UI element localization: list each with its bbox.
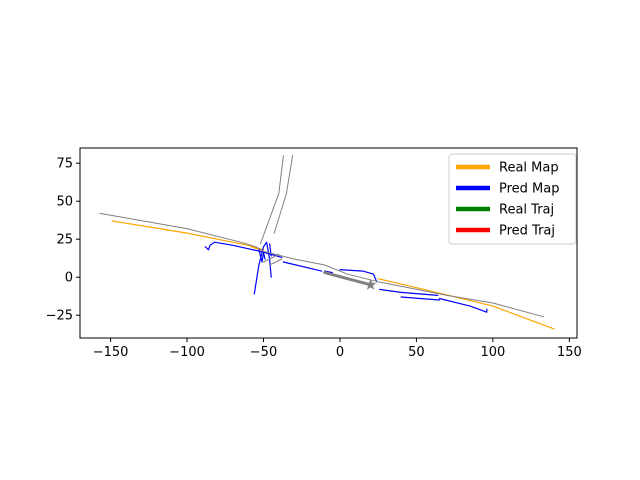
y-tick-label: 75 — [56, 157, 73, 172]
legend-box — [448, 153, 577, 245]
series-ego-segment-0 — [323, 271, 373, 287]
legend-label-real-traj: Real Traj — [499, 203, 554, 218]
x-tick-label: 0 — [336, 345, 344, 360]
series-pred-map-segment-3 — [269, 243, 272, 257]
series-boundary-segment-4 — [269, 258, 283, 266]
series-pred-map-segment-0 — [204, 241, 283, 258]
y-tick-label: 0 — [65, 271, 73, 286]
x-tick-label: −50 — [250, 345, 277, 360]
series-boundary-segment-2 — [273, 155, 294, 234]
legend-label-pred-traj: Pred Traj — [499, 224, 555, 239]
legend: Real Map Pred Map Real Traj Pred Traj — [448, 153, 577, 245]
series-pred-map-segment-7 — [379, 288, 439, 296]
y-tick-label: 25 — [56, 233, 73, 248]
x-tick-label: 150 — [557, 345, 582, 360]
series-pred-map-segment-8 — [400, 296, 440, 301]
y-axis: −25 0 25 50 75 — [46, 157, 80, 324]
series-boundary-segment-1 — [259, 155, 284, 245]
x-tick-label: 50 — [408, 345, 425, 360]
series-boundary-segment-0 — [99, 212, 544, 318]
x-tick-label: 100 — [480, 345, 505, 360]
ego-star-marker — [364, 278, 377, 290]
legend-label-pred-map: Pred Map — [499, 182, 560, 197]
series-pred-map-segment-9 — [438, 297, 488, 313]
series-pred-map-segment-4 — [282, 261, 323, 272]
series-pred-map-segment-2 — [258, 249, 266, 263]
x-tick-label: −150 — [93, 345, 129, 360]
series-boundary-segment-3 — [263, 253, 280, 263]
x-tick-label: −100 — [169, 345, 205, 360]
series-real-map-segment-0 — [111, 220, 265, 251]
plot-frame — [79, 147, 578, 339]
x-axis: −150 −100 −50 0 50 100 150 — [93, 338, 582, 360]
series-pred-map-segment-5 — [324, 270, 333, 274]
series-pred-map-segment-1 — [253, 241, 272, 295]
legend-label-real-map: Real Map — [499, 161, 559, 176]
y-tick-label: 50 — [56, 195, 73, 210]
y-tick-label: −25 — [46, 309, 73, 324]
series-pred-map-segment-6 — [339, 269, 378, 283]
data-layer — [99, 155, 555, 330]
series-real-map-segment-1 — [377, 278, 555, 330]
